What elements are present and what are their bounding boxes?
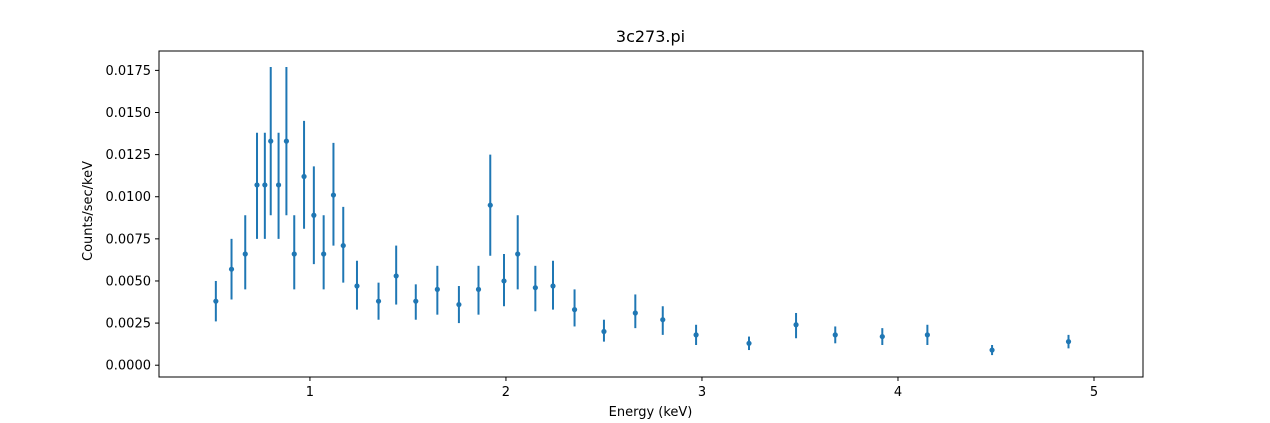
- data-point: [632, 310, 638, 316]
- data-point: [301, 173, 307, 180]
- chart-title: 3c273.pi: [616, 27, 685, 46]
- data-point: [746, 340, 752, 346]
- y-tick-label: 0.0125: [106, 148, 152, 163]
- x-tick-label: 2: [502, 385, 510, 400]
- data-point: [254, 182, 260, 188]
- data-point: [228, 266, 235, 272]
- data-point: [1065, 339, 1072, 345]
- y-tick-label: 0.0025: [106, 317, 152, 332]
- y-tick-label: 0.0075: [106, 232, 152, 247]
- data-point: [330, 192, 337, 198]
- y-tick-label: 0.0150: [106, 106, 152, 121]
- data-point: [321, 251, 327, 257]
- x-tick-label: 5: [1090, 385, 1098, 400]
- data-point: [291, 251, 297, 257]
- data-point: [693, 332, 699, 338]
- data-point: [879, 333, 885, 340]
- x-tick-label: 3: [698, 385, 706, 400]
- data-point: [275, 182, 282, 188]
- data-point: [989, 347, 995, 353]
- data-point: [660, 317, 666, 323]
- data-point: [793, 322, 799, 328]
- x-tick-label: 1: [306, 385, 314, 400]
- data-point: [268, 138, 274, 144]
- data-point: [456, 301, 462, 308]
- data-point: [242, 251, 248, 257]
- y-tick-label: 0.0000: [106, 359, 152, 374]
- y-tick-label: 0.0100: [106, 190, 152, 205]
- data-point: [601, 328, 607, 335]
- data-point: [475, 286, 482, 292]
- y-tick-label: 0.0050: [106, 274, 152, 289]
- data-point: [832, 332, 838, 338]
- data-point: [283, 138, 290, 144]
- data-point: [924, 332, 930, 338]
- data-point: [571, 307, 578, 313]
- data-point: [213, 298, 219, 304]
- plot-area: [213, 67, 1072, 356]
- data-point: [375, 298, 382, 304]
- data-point: [393, 273, 399, 279]
- data-point: [340, 242, 346, 249]
- x-tick-label: 4: [894, 385, 902, 400]
- data-point: [413, 298, 419, 304]
- data-point: [515, 251, 521, 257]
- data-point: [532, 285, 538, 291]
- data-point: [262, 182, 268, 188]
- data-point: [550, 283, 556, 289]
- data-point: [501, 278, 507, 284]
- data-point: [434, 286, 440, 292]
- y-axis-label: Counts/sec/keV: [81, 161, 96, 261]
- data-point: [311, 212, 317, 218]
- data-point: [354, 283, 360, 289]
- x-axis-label: Energy (keV): [609, 405, 693, 420]
- data-point: [487, 202, 493, 208]
- axes: 1 2 3 4 5 0.0000 0.0025 0.0050 0.0075 0.0100 0.012…: [106, 50, 1144, 400]
- y-tick-label: 0.0175: [106, 64, 152, 79]
- axes-frame: [158, 50, 1144, 378]
